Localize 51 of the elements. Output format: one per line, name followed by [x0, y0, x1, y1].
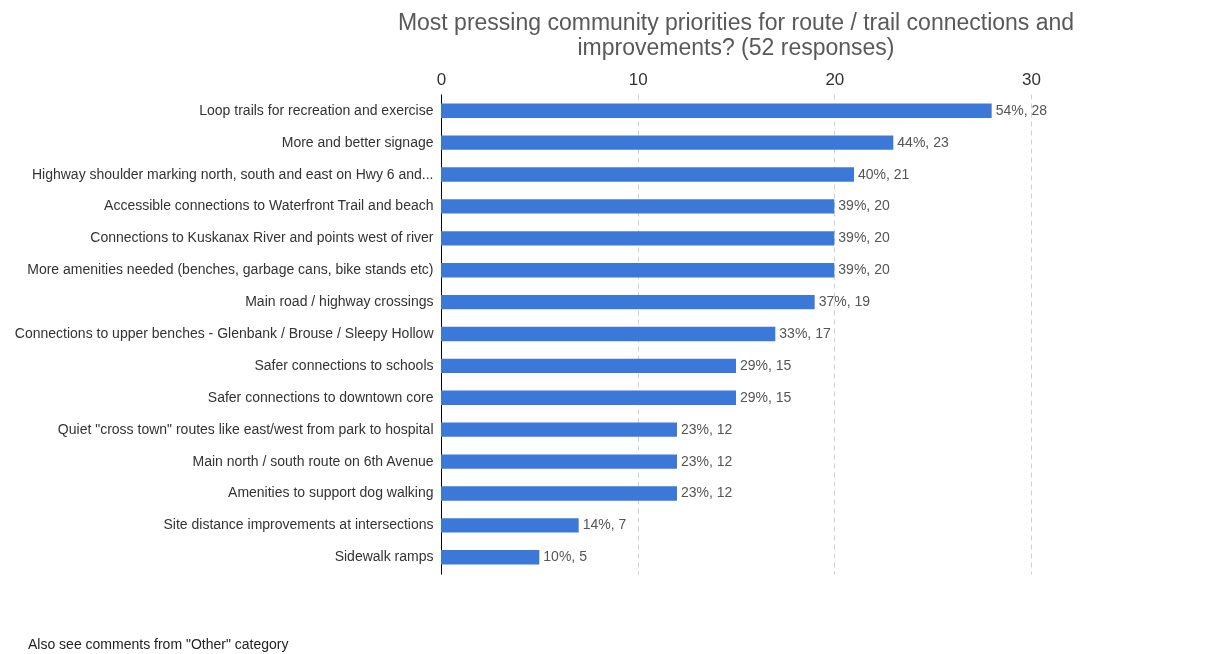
y-tick-label: Safer connections to downtown core — [207, 388, 434, 405]
y-tick-label: Connections to Kuskanax River and points west of river — [90, 229, 434, 246]
y-tick-label: Sidewalk ramps — [334, 548, 434, 565]
bar — [441, 486, 677, 501]
y-tick-label: More amenities needed (benches, garbage cans, bike stands etc) — [27, 261, 434, 278]
x-tick-label: 10 — [628, 69, 648, 89]
data-label: 33%, 17 — [779, 325, 831, 341]
bar — [441, 135, 894, 150]
bar — [441, 454, 677, 469]
bar — [441, 231, 835, 246]
chart-title: Most pressing community priorities for route / trail connections and improvements? (52 responses) — [397, 9, 1075, 60]
bar — [441, 326, 776, 342]
bar — [441, 263, 835, 278]
y-tick-label: Connections to upper benches - Glenbank / Brouse / Sleepy Hollow — [14, 325, 435, 341]
data-label: 37%, 19 — [818, 293, 871, 310]
data-label: 44%, 23 — [897, 133, 949, 150]
y-tick-label: Accessible connections to Waterfront Trail and beach — [104, 197, 434, 214]
bar — [441, 199, 835, 214]
y-tick-label: Quiet "cross town" routes like east/west from park to hospital — [57, 420, 434, 437]
data-label: 39%, 20 — [838, 197, 890, 214]
data-label: 39%, 20 — [838, 261, 890, 278]
data-label: 29%, 15 — [740, 388, 792, 405]
y-tick-label: Site distance improvements at intersections — [163, 516, 434, 533]
data-label: 54%, 28 — [995, 101, 1048, 118]
text: Also see comments from "Other" category — [28, 636, 289, 652]
data-label: 23%, 12 — [681, 420, 733, 437]
data-label: 14%, 7 — [582, 516, 627, 533]
data-label: 10%, 5 — [543, 548, 588, 565]
bar — [441, 390, 736, 405]
bar — [441, 358, 736, 374]
x-tick-label: 0 — [436, 69, 447, 89]
x-tick-label: 20 — [825, 69, 845, 89]
data-label: 23%, 12 — [681, 452, 733, 469]
bar — [441, 167, 854, 182]
bar — [441, 550, 540, 565]
data-label: 40%, 21 — [858, 165, 910, 182]
bar — [441, 294, 815, 310]
y-tick-label: Highway shoulder marking north, south and east on Hwy 6 and... — [31, 165, 434, 182]
bar — [441, 103, 992, 118]
y-tick-label: Loop trails for recreation and exercise — [199, 101, 434, 118]
data-label: 29%, 15 — [740, 356, 792, 373]
data-label: 39%, 20 — [838, 229, 890, 246]
data-label: 23%, 12 — [681, 484, 733, 501]
bar — [441, 422, 677, 437]
y-tick-label: More and better signage — [281, 133, 434, 150]
y-tick-label: Amenities to support dog walking — [228, 484, 434, 501]
bar — [441, 518, 579, 533]
x-tick-label: 30 — [1022, 69, 1041, 89]
y-tick-label: Main north / south route on 6th Avenue — [192, 452, 434, 469]
y-tick-label: Main road / highway crossings — [245, 293, 434, 310]
y-tick-label: Safer connections to schools — [254, 356, 434, 373]
